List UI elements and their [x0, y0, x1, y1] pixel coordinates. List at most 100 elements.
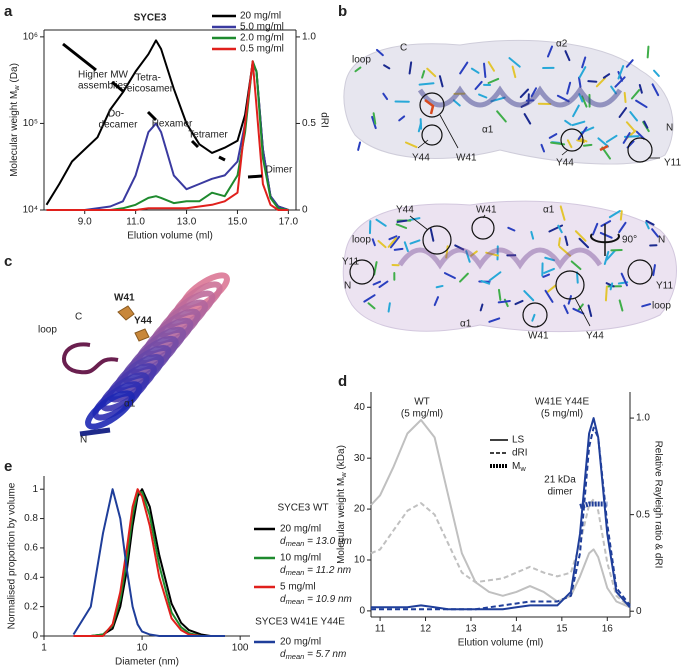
side-chain [571, 120, 586, 127]
y-tick-label: 10⁶ [23, 31, 38, 42]
side-chain [587, 304, 593, 318]
side-chain [435, 284, 444, 289]
side-chain [371, 238, 376, 247]
side-chain [652, 264, 656, 277]
legend-note: dmean = 13.0 nm [280, 536, 352, 548]
residue-label: C [400, 43, 407, 54]
side-chain [459, 272, 469, 283]
side-chain [474, 80, 483, 91]
residue-label: N [666, 123, 673, 134]
residue-label: loop [352, 235, 371, 246]
residue [424, 99, 609, 152]
side-chain [523, 290, 535, 302]
legend-note-part: mean [286, 568, 305, 577]
x-tick-label: 16 [602, 624, 614, 635]
residue-label: Y11 [664, 158, 681, 169]
side-chain [587, 80, 598, 83]
side-chain [566, 81, 572, 95]
side-chain [581, 95, 588, 108]
mw-marker [218, 155, 226, 162]
side-chain [546, 45, 554, 58]
side-chain [542, 273, 551, 278]
side-chain [645, 221, 650, 230]
y-tick-label: 0.8 [24, 513, 38, 524]
x-tick-label: 15.0 [228, 217, 248, 228]
legend-label: 10 mg/ml [280, 553, 321, 564]
side-chain [605, 249, 617, 261]
y-tick-label: 20 [354, 504, 366, 515]
y-axis-label-part: (Da) [9, 63, 20, 85]
side-chain [614, 76, 626, 88]
y-tick-label: 0.6 [24, 543, 38, 554]
side-chain [497, 300, 511, 304]
legend-note: dmean = 11.2 nm [280, 565, 351, 577]
mw-marker [111, 80, 125, 94]
legend-label: 20 mg/ml [280, 524, 321, 535]
side-chain [557, 237, 561, 247]
side-chain [452, 99, 461, 107]
y-tick-label: 0 [32, 631, 38, 642]
side-chain [408, 61, 413, 75]
legend-group: SYCE3 W41E Y44E [255, 617, 345, 628]
legend-note-part: d [280, 565, 286, 576]
legend-label: 20 mg/ml [240, 11, 281, 22]
side-chain [357, 141, 362, 151]
side-chain [625, 59, 634, 68]
side-chain [625, 121, 636, 133]
helix-turn [85, 390, 135, 430]
side-chain [409, 239, 421, 245]
series-line [371, 426, 631, 611]
side-chain [530, 87, 538, 98]
x-tick-label: 10 [137, 643, 149, 654]
side-chain [429, 228, 435, 242]
side-chain [543, 267, 555, 274]
side-chain [572, 104, 580, 118]
side-chain [375, 48, 384, 57]
legend-note-part: = 11.2 nm [304, 565, 351, 576]
side-chain [603, 250, 610, 266]
side-chain [488, 317, 501, 323]
y-axis-label-part: Molecular weight M [336, 478, 347, 564]
y-axis-label: Molecular weight Mw (kDa) [336, 445, 348, 564]
y2-tick-label: 1.0 [302, 32, 316, 43]
side-chain [605, 134, 618, 143]
legend-note-part: d [280, 536, 286, 547]
legend-note-part: d [280, 594, 286, 605]
side-chain [433, 296, 440, 307]
y-tick-label: 1 [32, 484, 38, 495]
y-tick-label: 40 [354, 402, 366, 413]
residue-label: W41 [456, 153, 477, 164]
y-tick-label: 0.2 [24, 601, 38, 612]
side-chain [558, 245, 572, 257]
legend-note: dmean = 5.7 nm [280, 649, 346, 661]
side-chain [578, 237, 590, 249]
chart-title: SYCE3 [134, 13, 167, 24]
side-chain [398, 115, 406, 122]
annotation: Do- [108, 109, 124, 120]
series-line [579, 501, 608, 509]
side-chain [519, 88, 530, 99]
side-chain [597, 137, 610, 148]
side-chain [508, 57, 521, 68]
side-chain [564, 119, 572, 126]
side-chain [563, 304, 569, 315]
y2-tick-label: 0 [302, 205, 308, 216]
side-chain [421, 70, 426, 79]
residue-label: C [75, 312, 82, 323]
residue-label: α1 [482, 125, 494, 136]
side-chain [566, 139, 573, 149]
series-line [46, 60, 289, 211]
y-tick-label: 0.4 [24, 572, 38, 583]
panel-label: a [4, 3, 13, 20]
side-chain [375, 218, 387, 227]
side-chain [459, 61, 469, 75]
side-chain [653, 69, 660, 77]
y-tick-label: 10⁴ [23, 205, 38, 216]
side-chain [389, 235, 401, 249]
side-chain [574, 230, 587, 242]
x-tick-label: 17.0 [279, 217, 299, 228]
side-chain [595, 76, 607, 88]
side-chain [395, 223, 408, 230]
side-chain [478, 93, 488, 99]
y-axis-label-part: w [339, 472, 348, 479]
